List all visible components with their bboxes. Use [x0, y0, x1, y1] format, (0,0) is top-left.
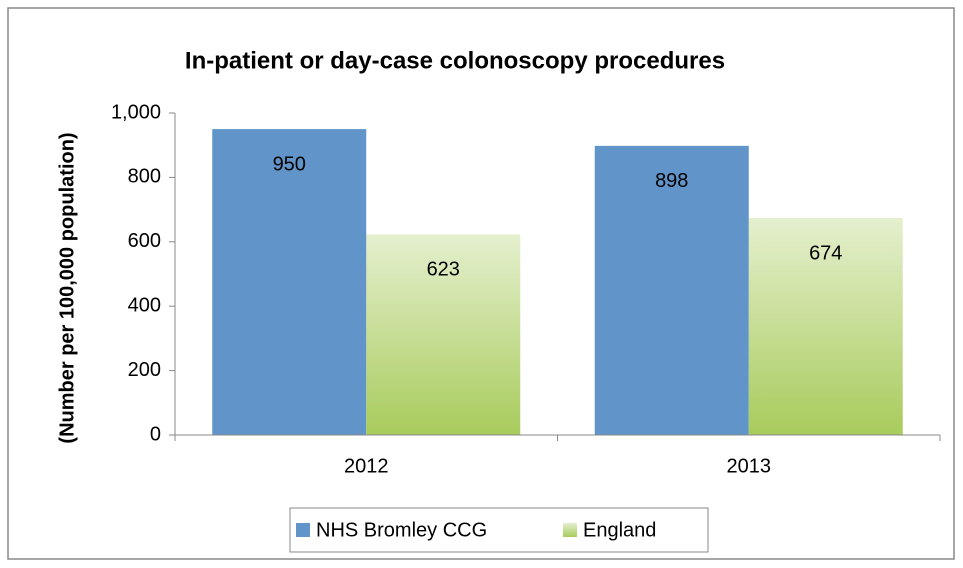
- legend-box: [289, 507, 709, 553]
- y-tick-label: 400: [128, 294, 161, 316]
- data-label: 674: [809, 242, 842, 264]
- data-label: 898: [655, 170, 688, 192]
- y-tick-label: 0: [150, 423, 161, 445]
- data-label: 950: [273, 153, 306, 175]
- chart-title: In-patient or day-case colonoscopy proce…: [185, 47, 725, 74]
- y-tick-label: 800: [128, 166, 161, 188]
- y-axis-label: (Number per 100,000 population): [56, 132, 78, 443]
- x-tick-label: 2013: [727, 455, 772, 477]
- legend-label: NHS Bromley CCG: [316, 519, 487, 541]
- y-tick-label: 200: [128, 359, 161, 381]
- legend-swatch: [296, 523, 310, 537]
- x-tick-label: 2012: [344, 455, 389, 477]
- bar: [748, 217, 903, 435]
- legend-label: England: [583, 519, 656, 541]
- bar: [212, 129, 367, 435]
- y-tick-label: 600: [128, 230, 161, 252]
- data-label: 623: [427, 259, 460, 281]
- bar: [366, 234, 521, 435]
- y-tick-label: 1,000: [111, 101, 161, 123]
- legend-swatch: [563, 523, 577, 537]
- bar: [594, 145, 749, 435]
